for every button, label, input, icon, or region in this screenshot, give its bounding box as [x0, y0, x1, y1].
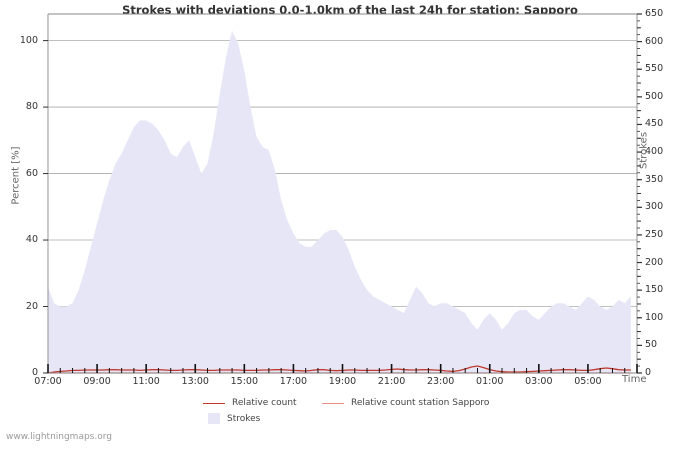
x-axis-tick-label: 01:00 — [476, 376, 504, 387]
legend-item-strokes: Strokes — [203, 413, 260, 424]
y-axis-right-tick-label: 600 — [645, 35, 664, 47]
x-axis-title: Time — [622, 374, 647, 385]
x-axis-tick-label: 23:00 — [426, 376, 455, 387]
strokes-area-swatch — [208, 413, 220, 424]
y-axis-left-tick-label: 0 — [31, 367, 38, 378]
x-axis-tick-label: 19:00 — [328, 376, 357, 387]
x-axis-tick-label: 17:00 — [279, 376, 308, 387]
y-axis-right-tick-label: 250 — [645, 228, 664, 240]
legend-item-relative-count: Relative count — [203, 398, 297, 408]
y-axis-right-tick-label: 550 — [645, 63, 664, 75]
x-axis-tick-label: 07:00 — [34, 376, 62, 387]
y-axis-right-tick-label: 650 — [645, 8, 664, 19]
x-axis-tick-label: 11:00 — [132, 376, 160, 387]
y-axis-left-tick-label: 20 — [25, 300, 38, 312]
strokes-area — [48, 30, 631, 374]
y-axis-right-tick-label: 150 — [645, 284, 664, 296]
x-axis-tick-label: 21:00 — [377, 376, 406, 387]
legend-label-relative-count-station: Relative count station Sapporo — [351, 398, 490, 408]
relative-count-line — [47, 365, 631, 374]
y-axis-right-tick-label: 350 — [645, 173, 664, 185]
y-axis-left-tick-label: 100 — [19, 34, 38, 46]
y-axis-right-tick-label: 450 — [645, 118, 664, 130]
x-axis-tick-label: 05:00 — [574, 376, 602, 387]
legend-item-relative-count-station: Relative count station Sapporo — [322, 398, 489, 408]
y-axis-left-tick-label: 60 — [25, 167, 38, 179]
y-axis-left-tick-label: 40 — [25, 234, 38, 246]
legend-label-strokes: Strokes — [227, 413, 261, 424]
relative-count-line-swatch — [203, 402, 225, 404]
x-axis-tick-label: 13:00 — [181, 376, 209, 387]
footer-url: www.lightningmaps.org — [6, 432, 112, 442]
y-axis-right-tick-label: 50 — [645, 339, 658, 351]
legend-label-relative-count: Relative count — [232, 398, 297, 408]
y-axis-right-tick-label: 500 — [645, 90, 664, 102]
x-axis-tick-label: 09:00 — [83, 376, 111, 387]
x-axis-tick-label: 15:00 — [230, 376, 259, 387]
y-axis-right-tick-label: 400 — [645, 146, 664, 158]
y-axis-right-tick-label: 0 — [645, 367, 652, 378]
y-axis-left-tick-label: 80 — [25, 101, 38, 113]
relative-count-station-line-swatch — [322, 402, 344, 404]
y-axis-right-tick-label: 200 — [645, 256, 664, 268]
x-axis-tick-label: 03:00 — [525, 376, 553, 387]
y-axis-right-tick-label: 300 — [645, 201, 664, 213]
y-axis-right-tick-label: 100 — [645, 311, 664, 323]
chart-title: Strokes with deviations 0.0-1.0km of the… — [122, 3, 578, 17]
